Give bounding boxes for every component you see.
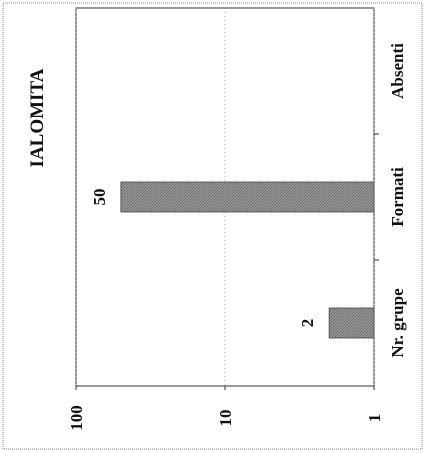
bar-formati	[120, 181, 375, 213]
outer-frame	[2, 2, 423, 450]
data-label: 50	[90, 189, 109, 206]
grid-lines	[75, 8, 379, 390]
value-tick-label: 1	[365, 414, 384, 423]
bars	[120, 181, 375, 339]
chart-title: IALOMITA	[27, 68, 48, 167]
category-label: Nr. grupe	[388, 288, 407, 358]
category-label: Absenti	[388, 43, 407, 99]
data-label: 2	[298, 319, 317, 328]
value-tick-label: 100	[67, 405, 86, 431]
labels: IALOMITA 1 10 100 2 Nr. grupe 50 Formati Absent…	[27, 43, 407, 431]
value-tick-label: 10	[216, 410, 235, 427]
bar-nr-grupe	[328, 307, 375, 339]
category-label: Formati	[388, 167, 407, 227]
